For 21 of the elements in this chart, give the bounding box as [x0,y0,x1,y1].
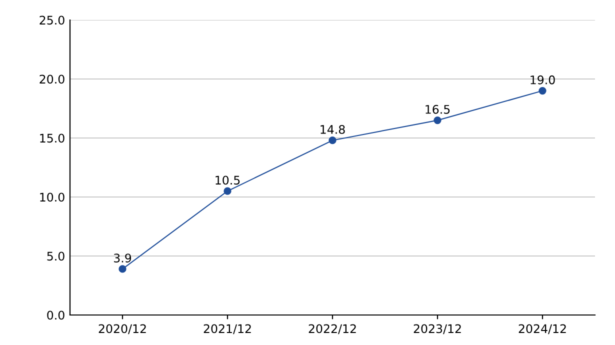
x-tick-label: 2022/12 [308,324,356,334]
data-label: 10.5 [216,176,240,185]
y-tick-label: 25.0 [40,16,64,25]
point [434,116,442,124]
data-label: 3.9 [114,254,132,263]
data-label: 19.0 [530,75,555,84]
y-tick-label: 0.0 [47,310,64,320]
x-tick-label: 2023/12 [414,324,461,334]
data-label: 16.5 [426,104,450,114]
y-tick-label: 5.0 [47,252,64,261]
point [538,86,546,95]
point [224,187,232,195]
y-tick-label: 10.0 [40,192,64,202]
point [118,265,126,273]
x-tick-label: 2024/12 [518,324,566,334]
data-label: 14.8 [320,124,345,134]
y-tick-label: 20.0 [40,74,64,84]
point [328,136,336,144]
x-tick-label: 2020/12 [98,324,146,334]
y-tick-label: 15.0 [40,134,64,143]
x-tick-label: 2021/12 [204,324,251,334]
